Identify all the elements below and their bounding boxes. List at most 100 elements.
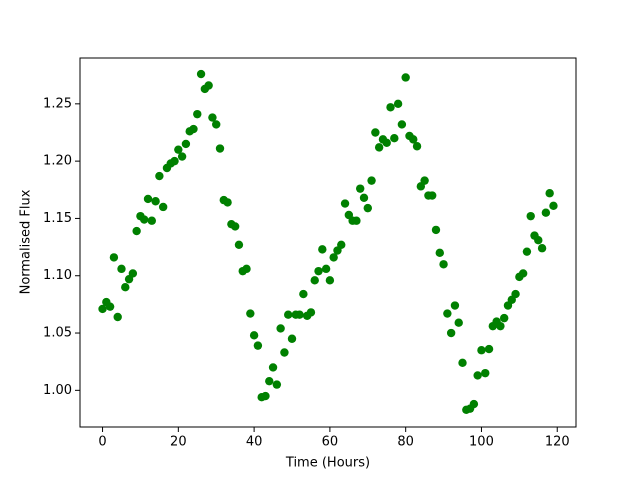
data-point [499, 313, 509, 323]
data-point [128, 269, 138, 278]
data-point [511, 289, 520, 299]
data-point [193, 109, 202, 119]
data-point [386, 103, 395, 112]
data-point [261, 391, 270, 401]
y-tick-label: 1.25 [43, 96, 72, 111]
x-tick-label: 80 [397, 435, 414, 450]
data-point [230, 222, 240, 231]
data-point [428, 191, 437, 200]
data-point [249, 331, 259, 340]
data-point [374, 143, 384, 152]
data-point [412, 142, 422, 151]
data-point [439, 260, 448, 269]
data-point [458, 358, 467, 368]
x-tick-label: 120 [545, 435, 570, 450]
data-point [401, 73, 410, 82]
data-point [196, 69, 206, 79]
y-axis-label: Normalised Flux [19, 189, 34, 294]
y-tick-label: 1.20 [43, 154, 72, 169]
data-point [314, 266, 323, 276]
data-point [450, 301, 460, 310]
data-point [393, 99, 403, 109]
data-point [287, 334, 297, 343]
data-point [446, 328, 456, 338]
data-point [469, 399, 479, 409]
data-point [280, 348, 289, 357]
data-point [181, 139, 191, 149]
data-point [545, 189, 554, 198]
data-point [295, 310, 304, 319]
data-point [215, 144, 225, 153]
data-point [284, 310, 293, 319]
data-point [352, 216, 361, 225]
data-point [537, 244, 547, 253]
data-point [541, 208, 551, 217]
x-tick-label: 60 [322, 435, 339, 450]
x-axis-label: Time (Hours) [285, 456, 370, 471]
data-point [549, 201, 558, 211]
data-point [113, 312, 122, 322]
x-tick-label: 40 [246, 435, 263, 450]
data-point [318, 245, 327, 254]
data-point [109, 253, 119, 262]
data-point [147, 216, 157, 225]
data-point [253, 341, 263, 350]
plot-frame [79, 57, 577, 428]
data-point [276, 324, 285, 333]
data-point [299, 289, 308, 299]
data-point [204, 81, 213, 90]
data-point [481, 368, 490, 378]
data-point [98, 304, 107, 314]
data-point [223, 198, 232, 207]
data-point [268, 363, 278, 372]
y-tick-label: 1.00 [43, 383, 72, 398]
data-point [518, 269, 528, 278]
data-point [337, 240, 346, 249]
data-point [356, 184, 365, 193]
data-point [390, 134, 399, 143]
data-point [329, 253, 338, 262]
data-point [158, 202, 168, 212]
data-point [496, 321, 505, 331]
data-point [177, 152, 187, 161]
data-point [367, 176, 376, 185]
data-point [420, 176, 429, 185]
data-point [522, 247, 532, 256]
data-point [382, 138, 391, 148]
data-point [431, 225, 441, 235]
data-point [132, 226, 141, 236]
data-point [534, 236, 543, 245]
data-point [473, 371, 482, 380]
data-point [234, 240, 244, 249]
y-tick-label: 1.10 [43, 268, 72, 283]
data-point [151, 197, 160, 206]
data-point [359, 193, 369, 203]
data-point [484, 344, 494, 354]
data-point [208, 113, 217, 122]
data-point [477, 346, 486, 355]
data-point [174, 145, 183, 154]
data-point [443, 309, 452, 318]
data-point [454, 318, 463, 327]
x-tick-label: 100 [469, 435, 494, 450]
data-point [272, 380, 282, 389]
data-point [321, 264, 331, 274]
data-point [155, 171, 164, 181]
data-point [170, 156, 179, 166]
data-point [143, 194, 153, 204]
data-point [105, 302, 115, 311]
data-point [526, 211, 535, 221]
data-point [371, 128, 380, 137]
data-point [189, 124, 198, 134]
data-point [121, 282, 130, 292]
data-point [397, 120, 407, 129]
data-point [310, 276, 319, 285]
data-point [212, 120, 221, 129]
data-point [306, 308, 316, 317]
data-point [435, 248, 444, 258]
data-point [340, 199, 350, 208]
data-point [325, 276, 335, 285]
data-point [409, 135, 418, 144]
